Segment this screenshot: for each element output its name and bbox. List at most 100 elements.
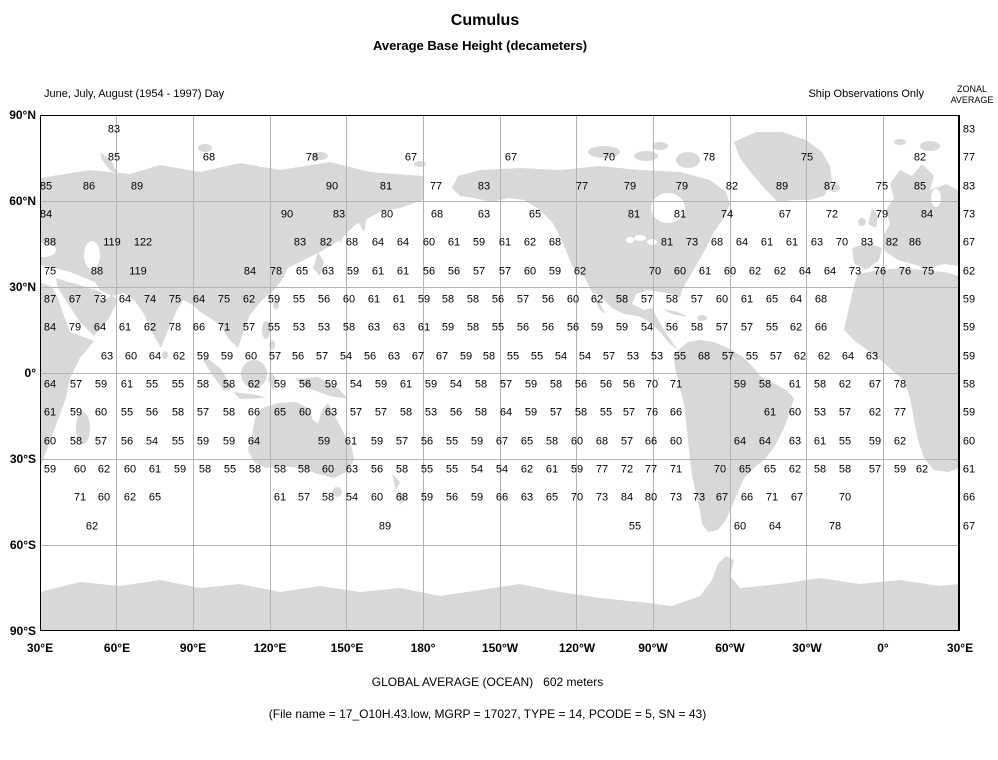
- land-greenland: [734, 132, 832, 202]
- data-value: 71: [669, 378, 683, 391]
- data-value: 58: [196, 378, 210, 391]
- data-value: 78: [828, 520, 842, 533]
- data-value: 62: [172, 350, 186, 363]
- data-value: 63: [477, 208, 491, 221]
- data-value: 59: [346, 265, 360, 278]
- data-value: 57: [349, 406, 363, 419]
- data-value: 79: [623, 180, 637, 193]
- data-value: 59: [615, 321, 629, 334]
- x-axis-tick-label: 60°E: [103, 641, 131, 655]
- data-value: 62: [247, 378, 261, 391]
- data-value: 55: [223, 463, 237, 476]
- data-value: 57: [838, 406, 852, 419]
- data-value: 68: [395, 491, 409, 504]
- data-value: 63: [810, 236, 824, 249]
- data-value: 56: [566, 321, 580, 334]
- data-value: 75: [168, 293, 182, 306]
- data-value: 57: [499, 378, 513, 391]
- data-value: 60: [733, 520, 747, 533]
- data-value: 60: [97, 491, 111, 504]
- data-value: 56: [120, 435, 134, 448]
- data-value: 63: [520, 491, 534, 504]
- data-value: 57: [740, 321, 754, 334]
- data-value: 73: [595, 491, 609, 504]
- y-axis-tick-label: 30°N: [9, 280, 36, 294]
- data-value: 63: [321, 265, 335, 278]
- data-value: 61: [760, 236, 774, 249]
- inland-seas: [32, 189, 941, 299]
- data-value: 60: [566, 293, 580, 306]
- data-value: 77: [893, 406, 907, 419]
- data-value: 66: [740, 491, 754, 504]
- data-value: 65: [148, 491, 162, 504]
- land-severnaya-zemlya: [198, 144, 212, 152]
- data-value: 55: [292, 293, 306, 306]
- data-value: 62: [788, 463, 802, 476]
- data-value: 78: [269, 265, 283, 278]
- x-axis-tick-label: 120°W: [558, 641, 596, 655]
- data-value: 84: [620, 491, 634, 504]
- data-value: 60: [43, 435, 57, 448]
- zonal-average-value: 59: [962, 321, 976, 334]
- data-value: 54: [470, 463, 484, 476]
- data-value: 85: [913, 180, 927, 193]
- data-value: 83: [332, 208, 346, 221]
- data-value: 60: [422, 236, 436, 249]
- data-value: 78: [702, 151, 716, 164]
- data-value: 67: [435, 350, 449, 363]
- data-value: 55: [599, 406, 613, 419]
- data-value: 68: [814, 293, 828, 306]
- land-svalbard: [920, 141, 940, 151]
- data-value: 77: [575, 180, 589, 193]
- data-value: 59: [420, 491, 434, 504]
- data-value: 83: [107, 123, 121, 136]
- zonal-average-value: 73: [962, 208, 976, 221]
- zonal-average-value: 59: [962, 406, 976, 419]
- data-value: 74: [143, 293, 157, 306]
- zonal-average-value: 62: [962, 265, 976, 278]
- land-new-zealand-north: [392, 474, 400, 490]
- data-value: 64: [789, 293, 803, 306]
- data-value: 54: [495, 463, 509, 476]
- data-value: 57: [602, 350, 616, 363]
- data-value: 60: [715, 293, 729, 306]
- data-value: 66: [814, 321, 828, 334]
- data-value: 58: [545, 435, 559, 448]
- data-value: 54: [640, 321, 654, 334]
- data-value: 81: [673, 208, 687, 221]
- data-value: 83: [293, 236, 307, 249]
- data-value: 59: [317, 435, 331, 448]
- zonal-average-value: 67: [962, 520, 976, 533]
- data-value: 55: [673, 350, 687, 363]
- y-axis-tick-label: 0°: [24, 366, 36, 380]
- data-value: 58: [615, 293, 629, 306]
- data-value: 60: [788, 406, 802, 419]
- data-value: 58: [321, 491, 335, 504]
- data-value: 55: [267, 321, 281, 334]
- source-label: Ship Observations Only: [808, 88, 924, 100]
- data-value: 58: [690, 321, 704, 334]
- data-value: 73: [93, 293, 107, 306]
- data-value: 62: [573, 265, 587, 278]
- sea-black: [32, 243, 56, 257]
- data-value: 80: [380, 208, 394, 221]
- x-axis-tick-label: 90°W: [638, 641, 668, 655]
- data-value: 58: [574, 406, 588, 419]
- x-axis-tick-label: 30°E: [26, 641, 54, 655]
- x-axis-tick-label: 120°E: [253, 641, 287, 655]
- land-svalbard-west: [894, 139, 906, 145]
- data-value: 64: [798, 265, 812, 278]
- data-value: 62: [773, 265, 787, 278]
- data-value: 66: [192, 321, 206, 334]
- data-value: 58: [466, 321, 480, 334]
- data-value: 62: [242, 293, 256, 306]
- data-value: 65: [738, 463, 752, 476]
- data-value: 55: [171, 435, 185, 448]
- data-value: 61: [740, 293, 754, 306]
- data-value: 55: [628, 520, 642, 533]
- data-value: 61: [447, 236, 461, 249]
- data-value: 61: [698, 265, 712, 278]
- data-value: 56: [370, 463, 384, 476]
- data-value: 60: [244, 350, 258, 363]
- data-value: 122: [133, 236, 153, 249]
